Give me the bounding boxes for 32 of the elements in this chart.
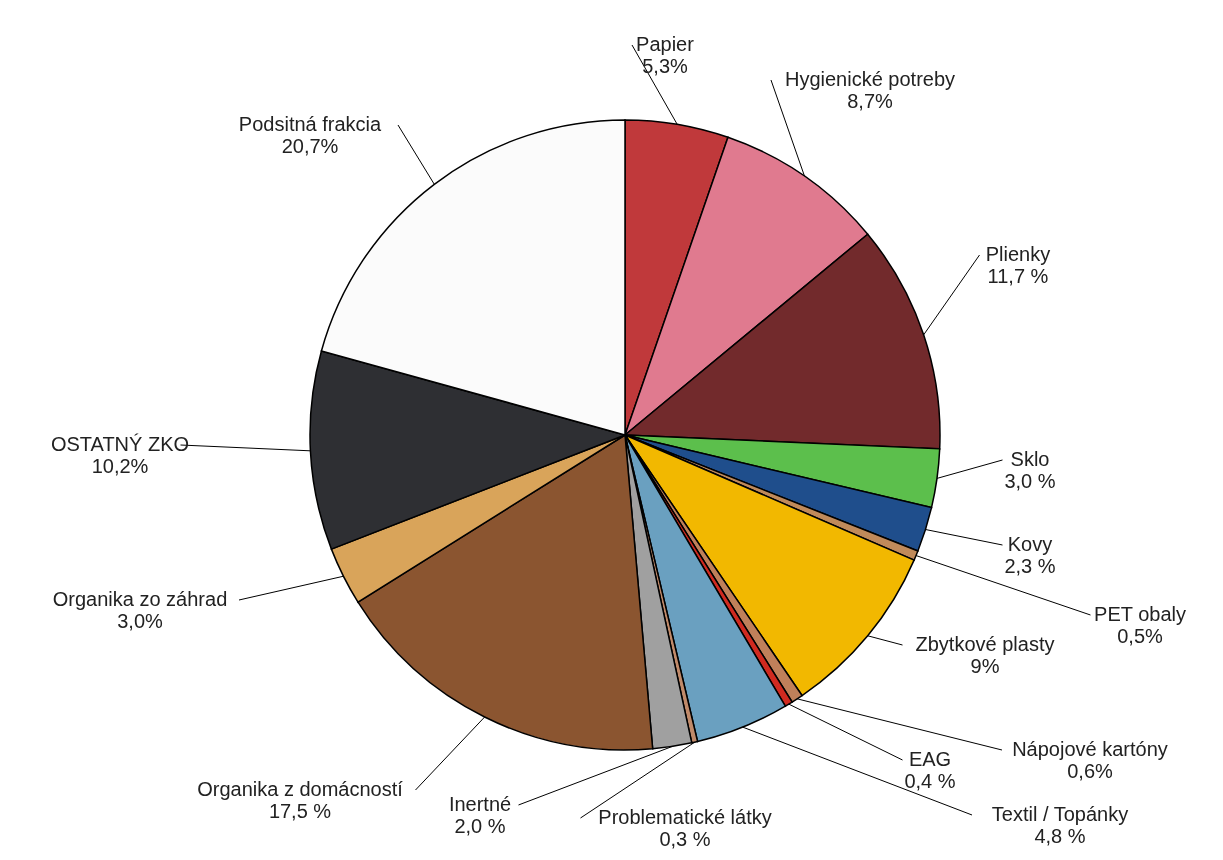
slice-label: Sklo: [1010, 448, 1050, 470]
data-label: 0,5%: [1117, 625, 1164, 647]
slice-label: Podsitná frakcia: [238, 113, 383, 135]
data-label: 0,3 %: [659, 828, 711, 850]
slice-label: OSTATNÝ ZKO: [50, 433, 190, 455]
data-label: 3,0%: [117, 610, 164, 632]
data-label: 9%: [970, 655, 1000, 677]
slice-label: Problematické látky: [598, 806, 772, 828]
data-label: 2,0 %: [454, 815, 506, 837]
data-label: 20,7%: [281, 135, 339, 157]
slice-label: EAG: [908, 748, 952, 770]
data-label: 11,7 %: [987, 265, 1049, 287]
data-label: 0,6%: [1067, 760, 1114, 782]
data-label: 5,3%: [642, 55, 689, 77]
slice-label: Hygienické potreby: [784, 68, 956, 90]
slice-label: Nápojové kartóny: [1012, 738, 1168, 760]
slice-label: Zbytkové plasty: [915, 633, 1055, 655]
slice-label: Kovy: [1007, 533, 1053, 555]
slice-label: Inertné: [448, 793, 512, 815]
slice-label: Plienky: [985, 243, 1051, 265]
slice-label: Organika z domácností: [197, 778, 404, 800]
data-label: 3,0 %: [1004, 470, 1056, 492]
data-label: 4,8 %: [1034, 825, 1086, 847]
slice-label: Papier: [636, 33, 695, 55]
data-label: 2,3 %: [1004, 555, 1056, 577]
data-label: 17,5 %: [268, 800, 332, 822]
data-label: 10,2%: [91, 455, 149, 477]
data-label: 8,7%: [847, 90, 894, 112]
slice-label: Textil / Topánky: [991, 803, 1129, 825]
slice-label: PET obaly: [1094, 603, 1186, 625]
data-label: 0,4 %: [904, 770, 956, 792]
slice-label: Organika zo záhrad: [52, 588, 228, 610]
